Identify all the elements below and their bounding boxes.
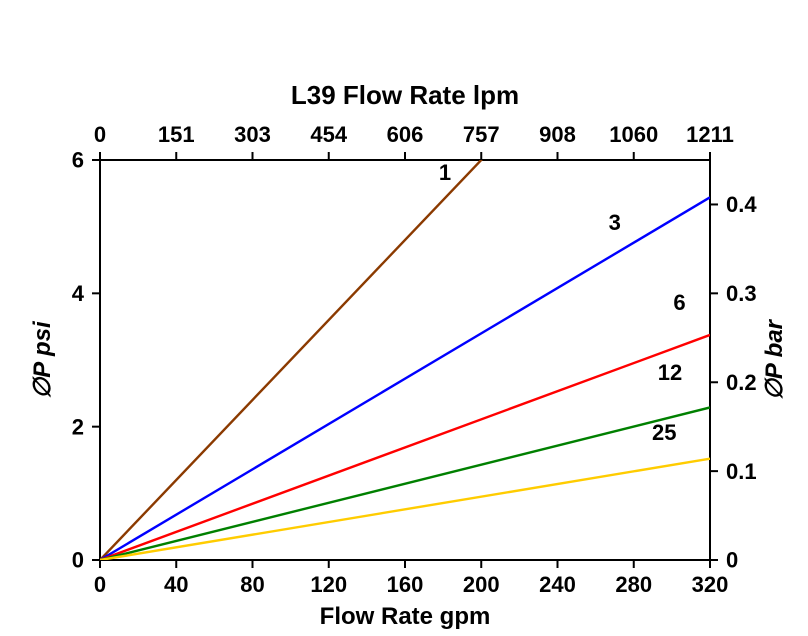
x-top-tick-label: 757 xyxy=(463,122,500,147)
pressure-flow-chart: 136122504080120160200240280320Flow Rate … xyxy=(0,0,808,636)
y-left-tick-label: 0 xyxy=(72,548,84,573)
x-bottom-tick-label: 280 xyxy=(615,572,652,597)
x-top-tick-label: 454 xyxy=(310,122,347,147)
y-right-tick-label: 0.1 xyxy=(726,459,757,484)
x-bottom-axis-label: Flow Rate gpm xyxy=(320,603,491,630)
x-top-tick-label: 0 xyxy=(94,122,106,147)
x-bottom-tick-label: 0 xyxy=(94,572,106,597)
chart-svg: 136122504080120160200240280320Flow Rate … xyxy=(0,0,808,636)
y-right-axis-label: ∅P bar xyxy=(761,318,788,400)
y-right-tick-label: 0.2 xyxy=(726,370,757,395)
y-right-tick-label: 0.4 xyxy=(726,192,757,217)
x-bottom-tick-label: 200 xyxy=(463,572,500,597)
y-right-tick-label: 0.3 xyxy=(726,281,757,306)
y-left-axis-label: ∅P psi xyxy=(29,320,56,399)
x-bottom-tick-label: 320 xyxy=(692,572,729,597)
series-label-12: 12 xyxy=(658,360,682,385)
x-top-tick-label: 1060 xyxy=(609,122,658,147)
series-label-1: 1 xyxy=(439,160,451,185)
series-label-6: 6 xyxy=(673,290,685,315)
x-bottom-tick-label: 160 xyxy=(387,572,424,597)
x-bottom-tick-label: 240 xyxy=(539,572,576,597)
series-label-3: 3 xyxy=(609,210,621,235)
x-bottom-tick-label: 40 xyxy=(164,572,188,597)
y-left-tick-label: 2 xyxy=(72,414,84,439)
top-axis-title: L39 Flow Rate lpm xyxy=(291,80,519,110)
x-bottom-tick-label: 80 xyxy=(240,572,264,597)
y-left-tick-label: 4 xyxy=(72,281,85,306)
x-top-tick-label: 606 xyxy=(387,122,424,147)
x-top-tick-label: 151 xyxy=(158,122,195,147)
series-label-25: 25 xyxy=(652,420,676,445)
x-top-tick-label: 303 xyxy=(234,122,271,147)
x-top-tick-label: 1211 xyxy=(686,122,734,147)
y-right-tick-label: 0 xyxy=(726,548,738,573)
x-top-tick-label: 908 xyxy=(539,122,576,147)
y-left-tick-label: 6 xyxy=(72,148,84,173)
x-bottom-tick-label: 120 xyxy=(310,572,347,597)
